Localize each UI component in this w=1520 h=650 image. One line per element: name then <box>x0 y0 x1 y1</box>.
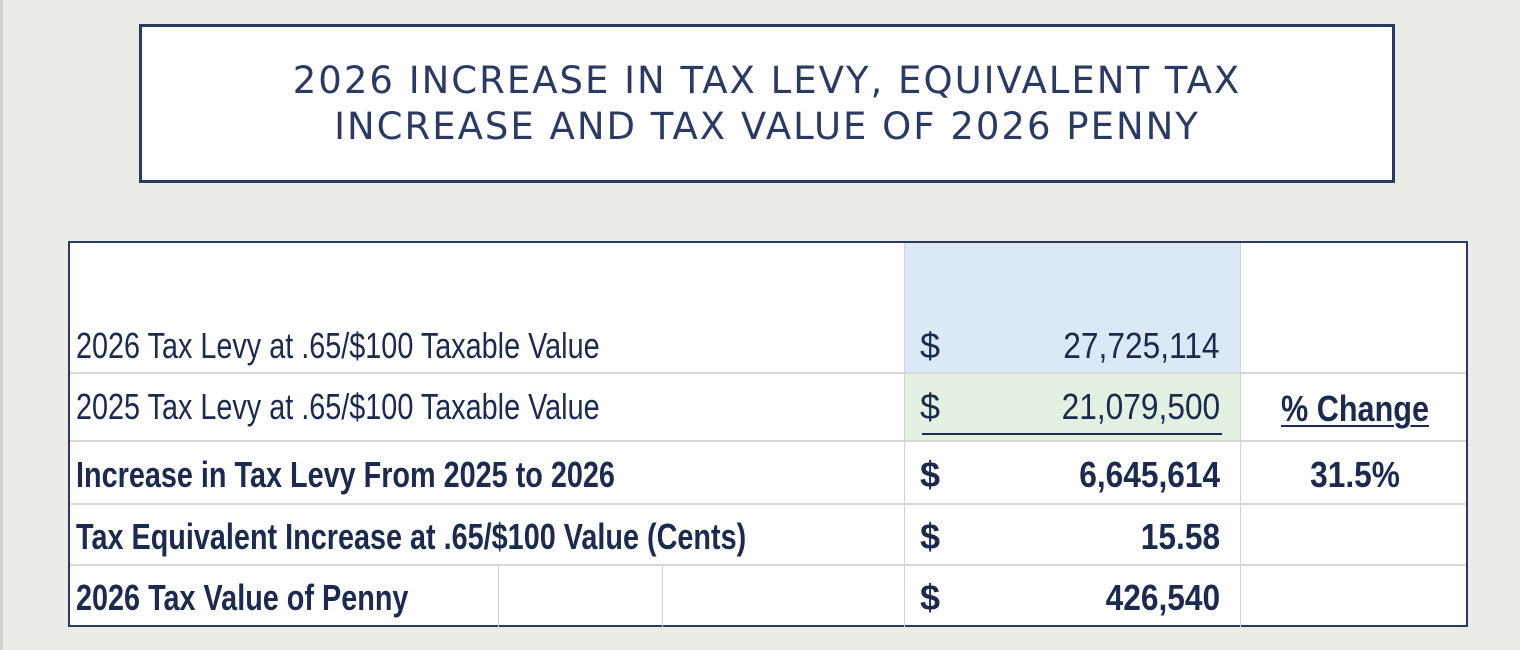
pct-change-value: 31.5% <box>1310 454 1400 495</box>
row-label-2025-levy: 2025 Tax Levy at .65/$100 Taxable Value <box>76 386 600 427</box>
tax-levy-table: 2026 Tax Levy at .65/$100 Taxable Value … <box>68 241 1468 627</box>
row-currency: $ <box>920 325 941 366</box>
row-currency: $ <box>920 454 941 495</box>
row-amount-increase: 6,645,614 <box>1079 454 1220 495</box>
grid-hline <box>70 440 1466 442</box>
grid-vline <box>1240 243 1241 627</box>
page-edge <box>0 0 3 650</box>
row-currency: $ <box>920 516 941 557</box>
row-currency: $ <box>920 386 941 427</box>
row-amount-2025-levy: 21,079,500 <box>1061 386 1220 427</box>
pct-change-header: % Change <box>1281 388 1429 429</box>
grid-vline <box>662 566 663 627</box>
row-amount-2026-levy: 27,725,114 <box>1063 325 1220 366</box>
grid-hline <box>70 372 1466 374</box>
row-label-2026-levy: 2026 Tax Levy at .65/$100 Taxable Value <box>76 325 600 366</box>
row-amount-penny-value: 426,540 <box>1105 577 1220 618</box>
row-label-penny-value: 2026 Tax Value of Penny <box>76 577 409 618</box>
row-label-equivalent-increase: Tax Equivalent Increase at .65/$100 Valu… <box>76 516 747 557</box>
amount-underline <box>922 433 1222 435</box>
grid-hline <box>70 503 1466 505</box>
title-line-2: INCREASE AND TAX VALUE OF 2026 PENNY <box>334 104 1200 148</box>
row-label-increase: Increase in Tax Levy From 2025 to 2026 <box>76 454 615 495</box>
grid-hline <box>70 564 1466 566</box>
highlight-green-cell <box>904 373 1240 441</box>
grid-vline <box>498 566 499 627</box>
row-amount-equivalent-increase: 15.58 <box>1140 516 1220 557</box>
highlight-blue-cell <box>904 243 1240 373</box>
title-line-1: 2026 INCREASE IN TAX LEVY, EQUIVALENT TA… <box>292 58 1242 102</box>
row-currency: $ <box>920 577 941 618</box>
grid-vline <box>904 243 905 627</box>
title-box: 2026 INCREASE IN TAX LEVY, EQUIVALENT TA… <box>139 24 1395 183</box>
